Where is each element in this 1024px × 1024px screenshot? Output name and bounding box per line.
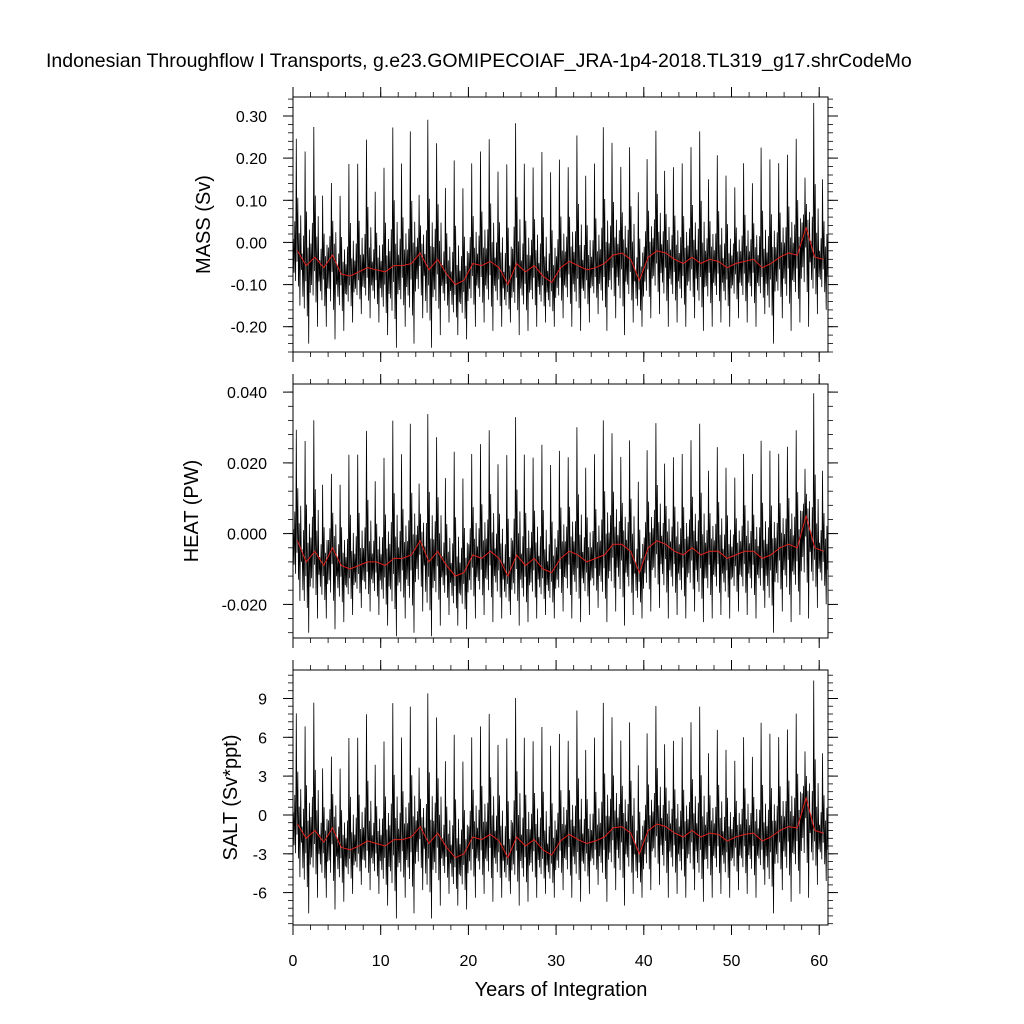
panel-salt: -6 -3 0 3 6 9 0 10 20 30 40 50 60 SALT (Sv*ppt) xyxy=(220,660,838,970)
monthly-series-line xyxy=(293,680,828,919)
panel-mass: -0.20 -0.10 0.00 0.10 0.20 0.30 MASS (Sv) xyxy=(193,87,838,362)
annual-mean-line xyxy=(296,514,824,578)
y-tick-label: -0.10 xyxy=(231,278,268,295)
monthly-series-line xyxy=(293,102,828,348)
x-tick-label: 20 xyxy=(460,953,478,970)
x-tick-label: 50 xyxy=(723,953,741,970)
annual-mean-line xyxy=(296,226,824,286)
chart-title: Indonesian Throughflow I Transports, g.e… xyxy=(46,50,912,72)
y-tick-label: 0.30 xyxy=(236,109,267,126)
panels: -0.20 -0.10 0.00 0.10 0.20 0.30 MASS (Sv) -0.02… xyxy=(181,87,838,970)
y-axis-label: SALT (Sv*ppt) xyxy=(220,735,242,861)
panel-heat: -0.020 0.000 0.020 0.040 HEAT (PW) xyxy=(181,374,838,648)
x-tick-label: 60 xyxy=(810,953,828,970)
y-tick-label: 0.040 xyxy=(227,385,267,402)
y-tick-label: -0.20 xyxy=(231,320,268,337)
x-tick-label: 0 xyxy=(289,953,298,970)
y-tick-label: 6 xyxy=(258,730,267,747)
y-tick-label: 0.10 xyxy=(236,193,267,210)
y-tick-label: 0.000 xyxy=(227,527,267,544)
plot-frame xyxy=(292,669,829,926)
monthly-series-line xyxy=(293,393,828,637)
y-tick-label: -6 xyxy=(253,886,267,903)
plot-frame xyxy=(292,383,829,639)
x-axis-label: Years of Integration xyxy=(475,979,648,1001)
x-tick-label: 40 xyxy=(635,953,653,970)
x-tick-label: 30 xyxy=(547,953,565,970)
y-tick-label: -0.020 xyxy=(222,597,267,614)
y-axis-label: MASS (Sv) xyxy=(193,175,215,274)
y-tick-label: 3 xyxy=(258,769,267,786)
y-axis-label: HEAT (PW) xyxy=(181,460,203,563)
y-tick-label: 0.20 xyxy=(236,151,267,168)
y-tick-label: 0.020 xyxy=(227,456,267,473)
annual-mean-line xyxy=(296,796,824,859)
x-tick-label: 10 xyxy=(372,953,390,970)
y-tick-label: 9 xyxy=(258,692,267,709)
y-tick-label: -3 xyxy=(253,847,267,864)
y-tick-label: 0 xyxy=(258,808,267,825)
plot-frame xyxy=(292,96,829,353)
y-tick-label: 0.00 xyxy=(236,235,267,252)
